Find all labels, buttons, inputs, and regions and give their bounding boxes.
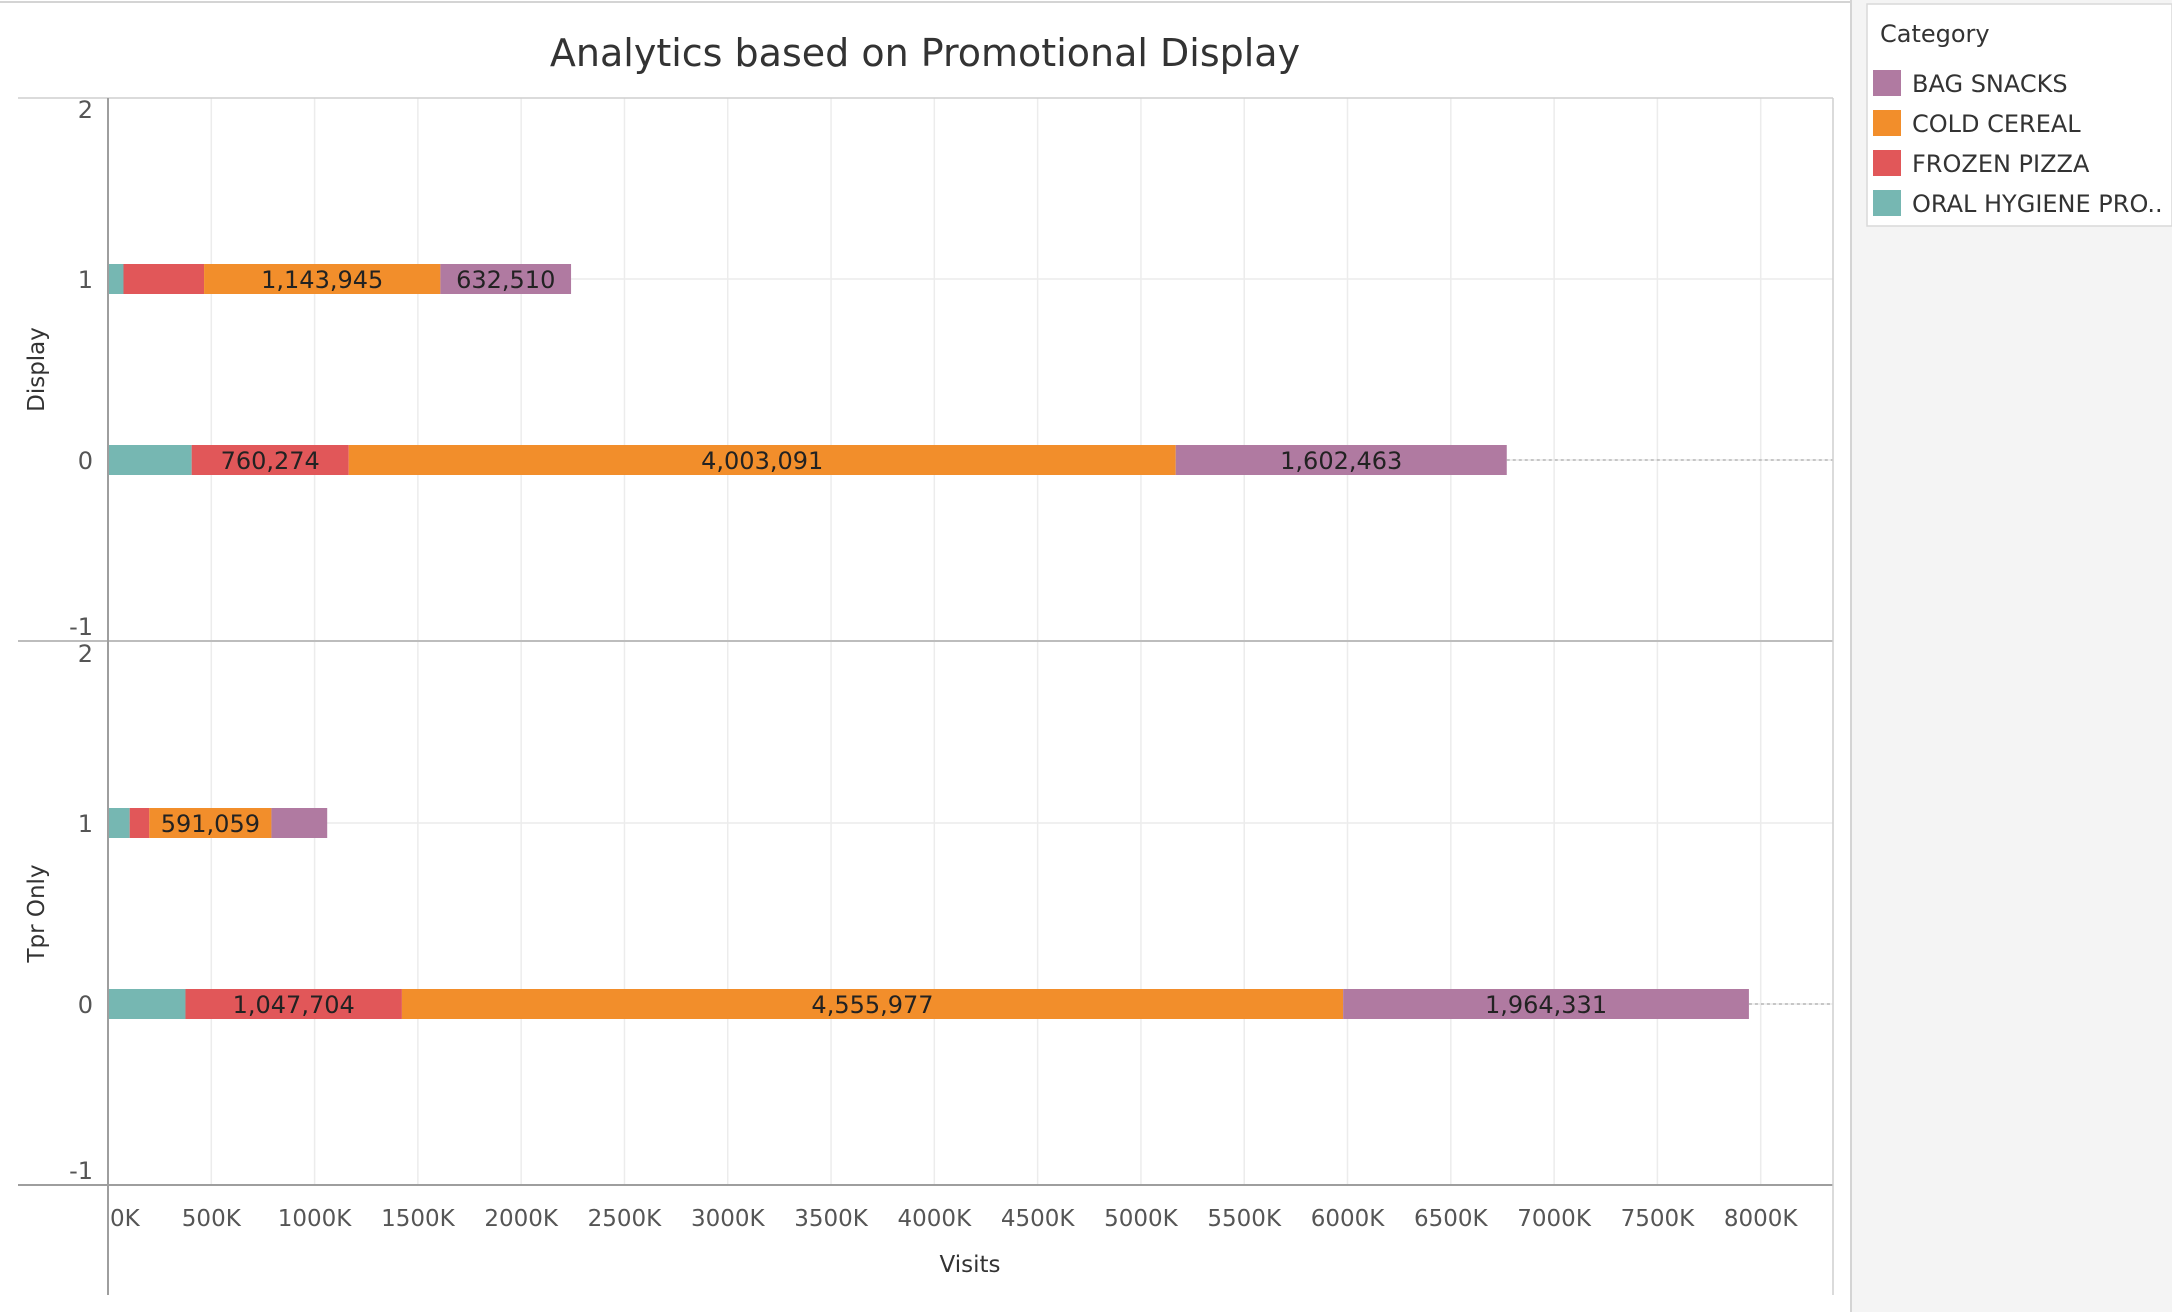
x-tick-label: 4000K bbox=[898, 1206, 973, 1232]
legend-swatch-bag-snacks[interactable] bbox=[1873, 70, 1901, 96]
x-tick-label: 4500K bbox=[1001, 1206, 1076, 1232]
bar-segment-cold-cereal[interactable] bbox=[401, 989, 1344, 1019]
x-tick-label: 8000K bbox=[1724, 1206, 1799, 1232]
legend-label-frozen-pizza[interactable]: FROZEN PIZZA bbox=[1912, 150, 2090, 178]
y-tick-label: 1 bbox=[78, 810, 93, 838]
data-label: 4,003,091 bbox=[701, 447, 823, 475]
y-tick-label: 2 bbox=[78, 640, 93, 668]
bar-segment-cold-cereal[interactable] bbox=[204, 264, 441, 294]
bar-segment-bag-snacks[interactable] bbox=[1343, 989, 1749, 1019]
y-tick-label: 2 bbox=[78, 96, 93, 124]
x-tick-label: 6500K bbox=[1414, 1206, 1489, 1232]
legend-label-oral-hygiene-pro[interactable]: ORAL HYGIENE PRO.. bbox=[1912, 190, 2163, 218]
bar-segment-bag-snacks[interactable] bbox=[1175, 445, 1507, 475]
legend-swatch-cold-cereal[interactable] bbox=[1873, 110, 1901, 136]
x-tick-label: 5500K bbox=[1207, 1206, 1282, 1232]
y-tick-label: -1 bbox=[69, 613, 93, 641]
data-label: 4,555,977 bbox=[811, 991, 933, 1019]
plot-area: 2 1 0 -1 Display 1,143,945 632,510 760,274 4,003… bbox=[18, 96, 1834, 1295]
bar-segment-bag-snacks[interactable] bbox=[440, 264, 572, 294]
panel-label-tpr-only: Tpr Only bbox=[24, 864, 50, 963]
x-tick-label: 500K bbox=[182, 1206, 242, 1232]
x-axis-title: Visits bbox=[940, 1252, 1001, 1278]
bar-segment-oral-hygiene-pro[interactable] bbox=[108, 445, 192, 475]
data-label: 1,602,463 bbox=[1280, 447, 1402, 475]
legend-title: Category bbox=[1880, 20, 1990, 48]
bar-segment-cold-cereal[interactable] bbox=[348, 445, 1176, 475]
x-tick-label: 6000K bbox=[1311, 1206, 1386, 1232]
legend-swatch-frozen-pizza[interactable] bbox=[1873, 150, 1901, 176]
x-tick-label: 3500K bbox=[794, 1206, 869, 1232]
bar-segment-oral-hygiene-pro[interactable] bbox=[108, 808, 130, 838]
legend-swatch-oral-hygiene-pro[interactable] bbox=[1873, 190, 1901, 216]
x-tick-label: 0K bbox=[110, 1206, 141, 1232]
bar-segment-bag-snacks[interactable] bbox=[271, 808, 328, 838]
x-tick-label: 7500K bbox=[1621, 1206, 1696, 1232]
data-label: 591,059 bbox=[161, 810, 260, 838]
x-tick-label: 5000K bbox=[1104, 1206, 1179, 1232]
bar-segment-frozen-pizza[interactable] bbox=[191, 445, 349, 475]
x-tick-label: 2500K bbox=[588, 1206, 663, 1232]
x-tick-label: 3000K bbox=[691, 1206, 766, 1232]
legend-label-cold-cereal[interactable]: COLD CEREAL bbox=[1912, 110, 2081, 138]
x-tick-label: 7000K bbox=[1517, 1206, 1592, 1232]
bar-segment-oral-hygiene-pro[interactable] bbox=[108, 264, 124, 294]
data-label: 760,274 bbox=[221, 447, 320, 475]
x-tick-label: 1000K bbox=[278, 1206, 353, 1232]
bar-segment-oral-hygiene-pro[interactable] bbox=[108, 989, 186, 1019]
legend: Category BAG SNACKS COLD CEREAL FROZEN PIZ… bbox=[1873, 20, 2163, 218]
x-tick-label: 1500K bbox=[381, 1206, 456, 1232]
data-label: 1,143,945 bbox=[261, 266, 383, 294]
x-tick-label: 2000K bbox=[484, 1206, 559, 1232]
chart-title: Analytics based on Promotional Display bbox=[550, 31, 1300, 75]
panel-label-display: Display bbox=[24, 327, 50, 412]
data-label: 1,964,331 bbox=[1485, 991, 1607, 1019]
data-label: 632,510 bbox=[456, 266, 555, 294]
bar-segment-frozen-pizza[interactable] bbox=[185, 989, 402, 1019]
data-label: 1,047,704 bbox=[233, 991, 355, 1019]
bar-segment-frozen-pizza[interactable] bbox=[123, 264, 205, 294]
y-tick-label: 1 bbox=[78, 266, 93, 294]
y-tick-label: -1 bbox=[69, 1157, 93, 1185]
y-tick-label: 0 bbox=[78, 991, 93, 1019]
legend-label-bag-snacks[interactable]: BAG SNACKS bbox=[1912, 70, 2068, 98]
bar-segment-frozen-pizza[interactable] bbox=[129, 808, 150, 838]
y-tick-label: 0 bbox=[78, 447, 93, 475]
bar-segment-cold-cereal[interactable] bbox=[149, 808, 272, 838]
